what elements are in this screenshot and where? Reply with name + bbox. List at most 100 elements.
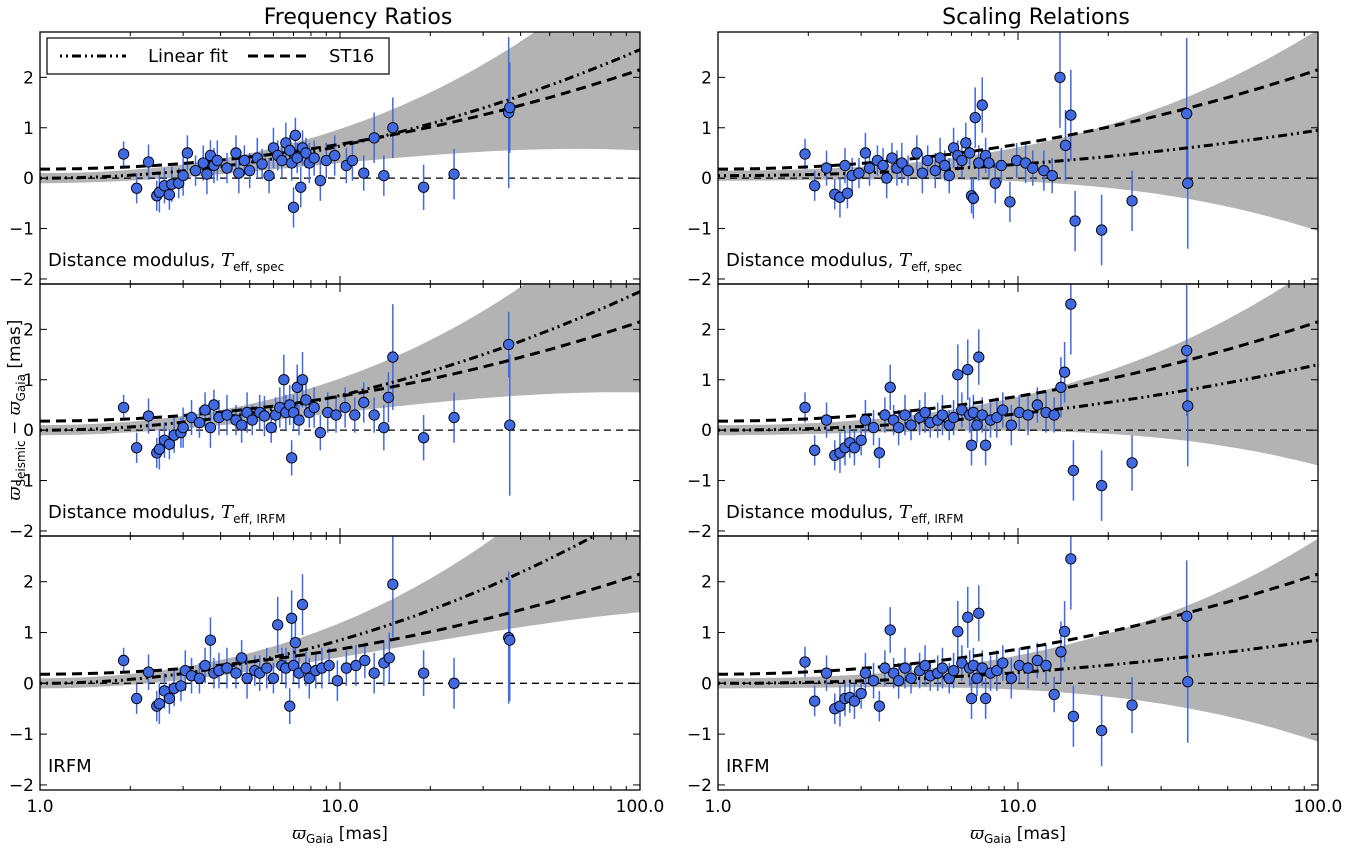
y-tick-label: 0 bbox=[23, 674, 34, 694]
data-point bbox=[153, 697, 166, 710]
data-point bbox=[258, 410, 271, 422]
data-point bbox=[855, 687, 867, 700]
y-tick-label: −1 bbox=[9, 725, 34, 745]
y-tick-label: 1 bbox=[701, 119, 712, 139]
st16-line bbox=[40, 68, 640, 171]
linear-fit-line bbox=[718, 638, 1318, 685]
data-point bbox=[969, 112, 981, 124]
x-tick-label: 1.0 bbox=[704, 797, 731, 817]
data-point bbox=[976, 409, 988, 421]
data-point bbox=[368, 132, 380, 144]
data-point bbox=[181, 147, 194, 159]
plot-area bbox=[718, 536, 1318, 767]
data-point bbox=[991, 411, 1003, 424]
data-point bbox=[284, 700, 296, 712]
x-tick-label: 100.0 bbox=[1294, 797, 1343, 817]
data-point bbox=[1058, 366, 1071, 378]
y-tick-label: 2 bbox=[701, 68, 712, 88]
y-tick-label: 1 bbox=[23, 119, 34, 139]
data-point bbox=[943, 169, 955, 182]
data-point bbox=[1046, 169, 1058, 182]
data-point bbox=[208, 399, 220, 411]
data-point bbox=[1031, 654, 1043, 667]
data-point bbox=[204, 634, 217, 646]
st16-line bbox=[40, 572, 640, 676]
data-point bbox=[1005, 672, 1017, 684]
data-point bbox=[339, 401, 351, 414]
linear-fit-line bbox=[40, 48, 640, 180]
data-point bbox=[378, 169, 390, 182]
data-point bbox=[965, 439, 978, 451]
data-point bbox=[922, 154, 934, 167]
data-point bbox=[848, 695, 861, 707]
data-point bbox=[1059, 139, 1072, 152]
data-point bbox=[295, 181, 307, 193]
data-point bbox=[1038, 164, 1050, 177]
data-point bbox=[221, 162, 233, 174]
panel-5: −2 −1 0 1 2 1.0 10.0 100.0 IRFM bbox=[9, 535, 665, 817]
data-point bbox=[799, 401, 811, 414]
data-point bbox=[820, 414, 833, 426]
title-right: Scaling Relations bbox=[942, 5, 1130, 30]
data-point bbox=[1065, 553, 1077, 565]
linear-fit-line bbox=[40, 536, 598, 685]
data-point bbox=[189, 164, 202, 177]
data-point bbox=[979, 439, 992, 451]
x-tick-label: 100.0 bbox=[616, 797, 665, 817]
data-point bbox=[971, 419, 983, 431]
data-point bbox=[1022, 409, 1034, 421]
data-point bbox=[1048, 409, 1060, 421]
data-point bbox=[323, 659, 335, 672]
data-point bbox=[799, 656, 811, 668]
data-point bbox=[1031, 399, 1043, 411]
data-point bbox=[293, 414, 305, 426]
data-point bbox=[848, 442, 861, 454]
y-axis-label: ϖSeismic − ϖGaia [mas] bbox=[5, 320, 28, 501]
data-point bbox=[799, 148, 811, 160]
data-point bbox=[504, 634, 516, 646]
data-point bbox=[1067, 710, 1080, 722]
uncertainty-band bbox=[718, 538, 1318, 742]
y-tick-label: −2 bbox=[9, 522, 34, 542]
data-point bbox=[238, 154, 251, 167]
data-point bbox=[929, 164, 941, 177]
data-point bbox=[877, 159, 889, 172]
data-point bbox=[235, 652, 248, 664]
y-tick-label: 0 bbox=[701, 169, 712, 189]
data-point bbox=[175, 680, 187, 692]
data-point bbox=[417, 181, 430, 193]
data-point bbox=[962, 611, 974, 623]
data-point bbox=[936, 662, 949, 674]
data-point bbox=[233, 167, 245, 179]
data-point bbox=[841, 187, 854, 199]
y-tick-label: 2 bbox=[701, 320, 712, 340]
data-point bbox=[448, 168, 460, 180]
data-point bbox=[879, 662, 891, 674]
data-point bbox=[286, 452, 298, 464]
data-point bbox=[820, 162, 833, 174]
y-tick-label: −1 bbox=[687, 472, 712, 492]
data-point bbox=[235, 419, 248, 431]
panel-label: Distance modulus, Teff, spec bbox=[726, 250, 962, 274]
y-tick-label: 2 bbox=[701, 573, 712, 593]
data-point bbox=[368, 667, 380, 679]
y-tick-label: 0 bbox=[23, 169, 34, 189]
data-point bbox=[855, 434, 867, 446]
y-tick-label: 2 bbox=[23, 573, 34, 593]
data-point bbox=[956, 154, 968, 167]
panel-4: −2 −1 0 1 2 Distance modulus, Teff, IRFM bbox=[687, 283, 1319, 542]
data-point bbox=[265, 421, 277, 434]
y-tick-label: 1 bbox=[701, 371, 712, 391]
data-point bbox=[979, 692, 992, 705]
data-point bbox=[221, 409, 233, 421]
data-point bbox=[997, 657, 1009, 669]
data-point bbox=[859, 414, 872, 426]
data-point bbox=[997, 404, 1009, 416]
data-point bbox=[131, 442, 143, 454]
data-point bbox=[1058, 625, 1071, 638]
data-point bbox=[936, 409, 949, 421]
data-point bbox=[939, 159, 951, 172]
data-point bbox=[952, 625, 964, 638]
data-point bbox=[947, 664, 960, 677]
data-point bbox=[504, 419, 516, 431]
